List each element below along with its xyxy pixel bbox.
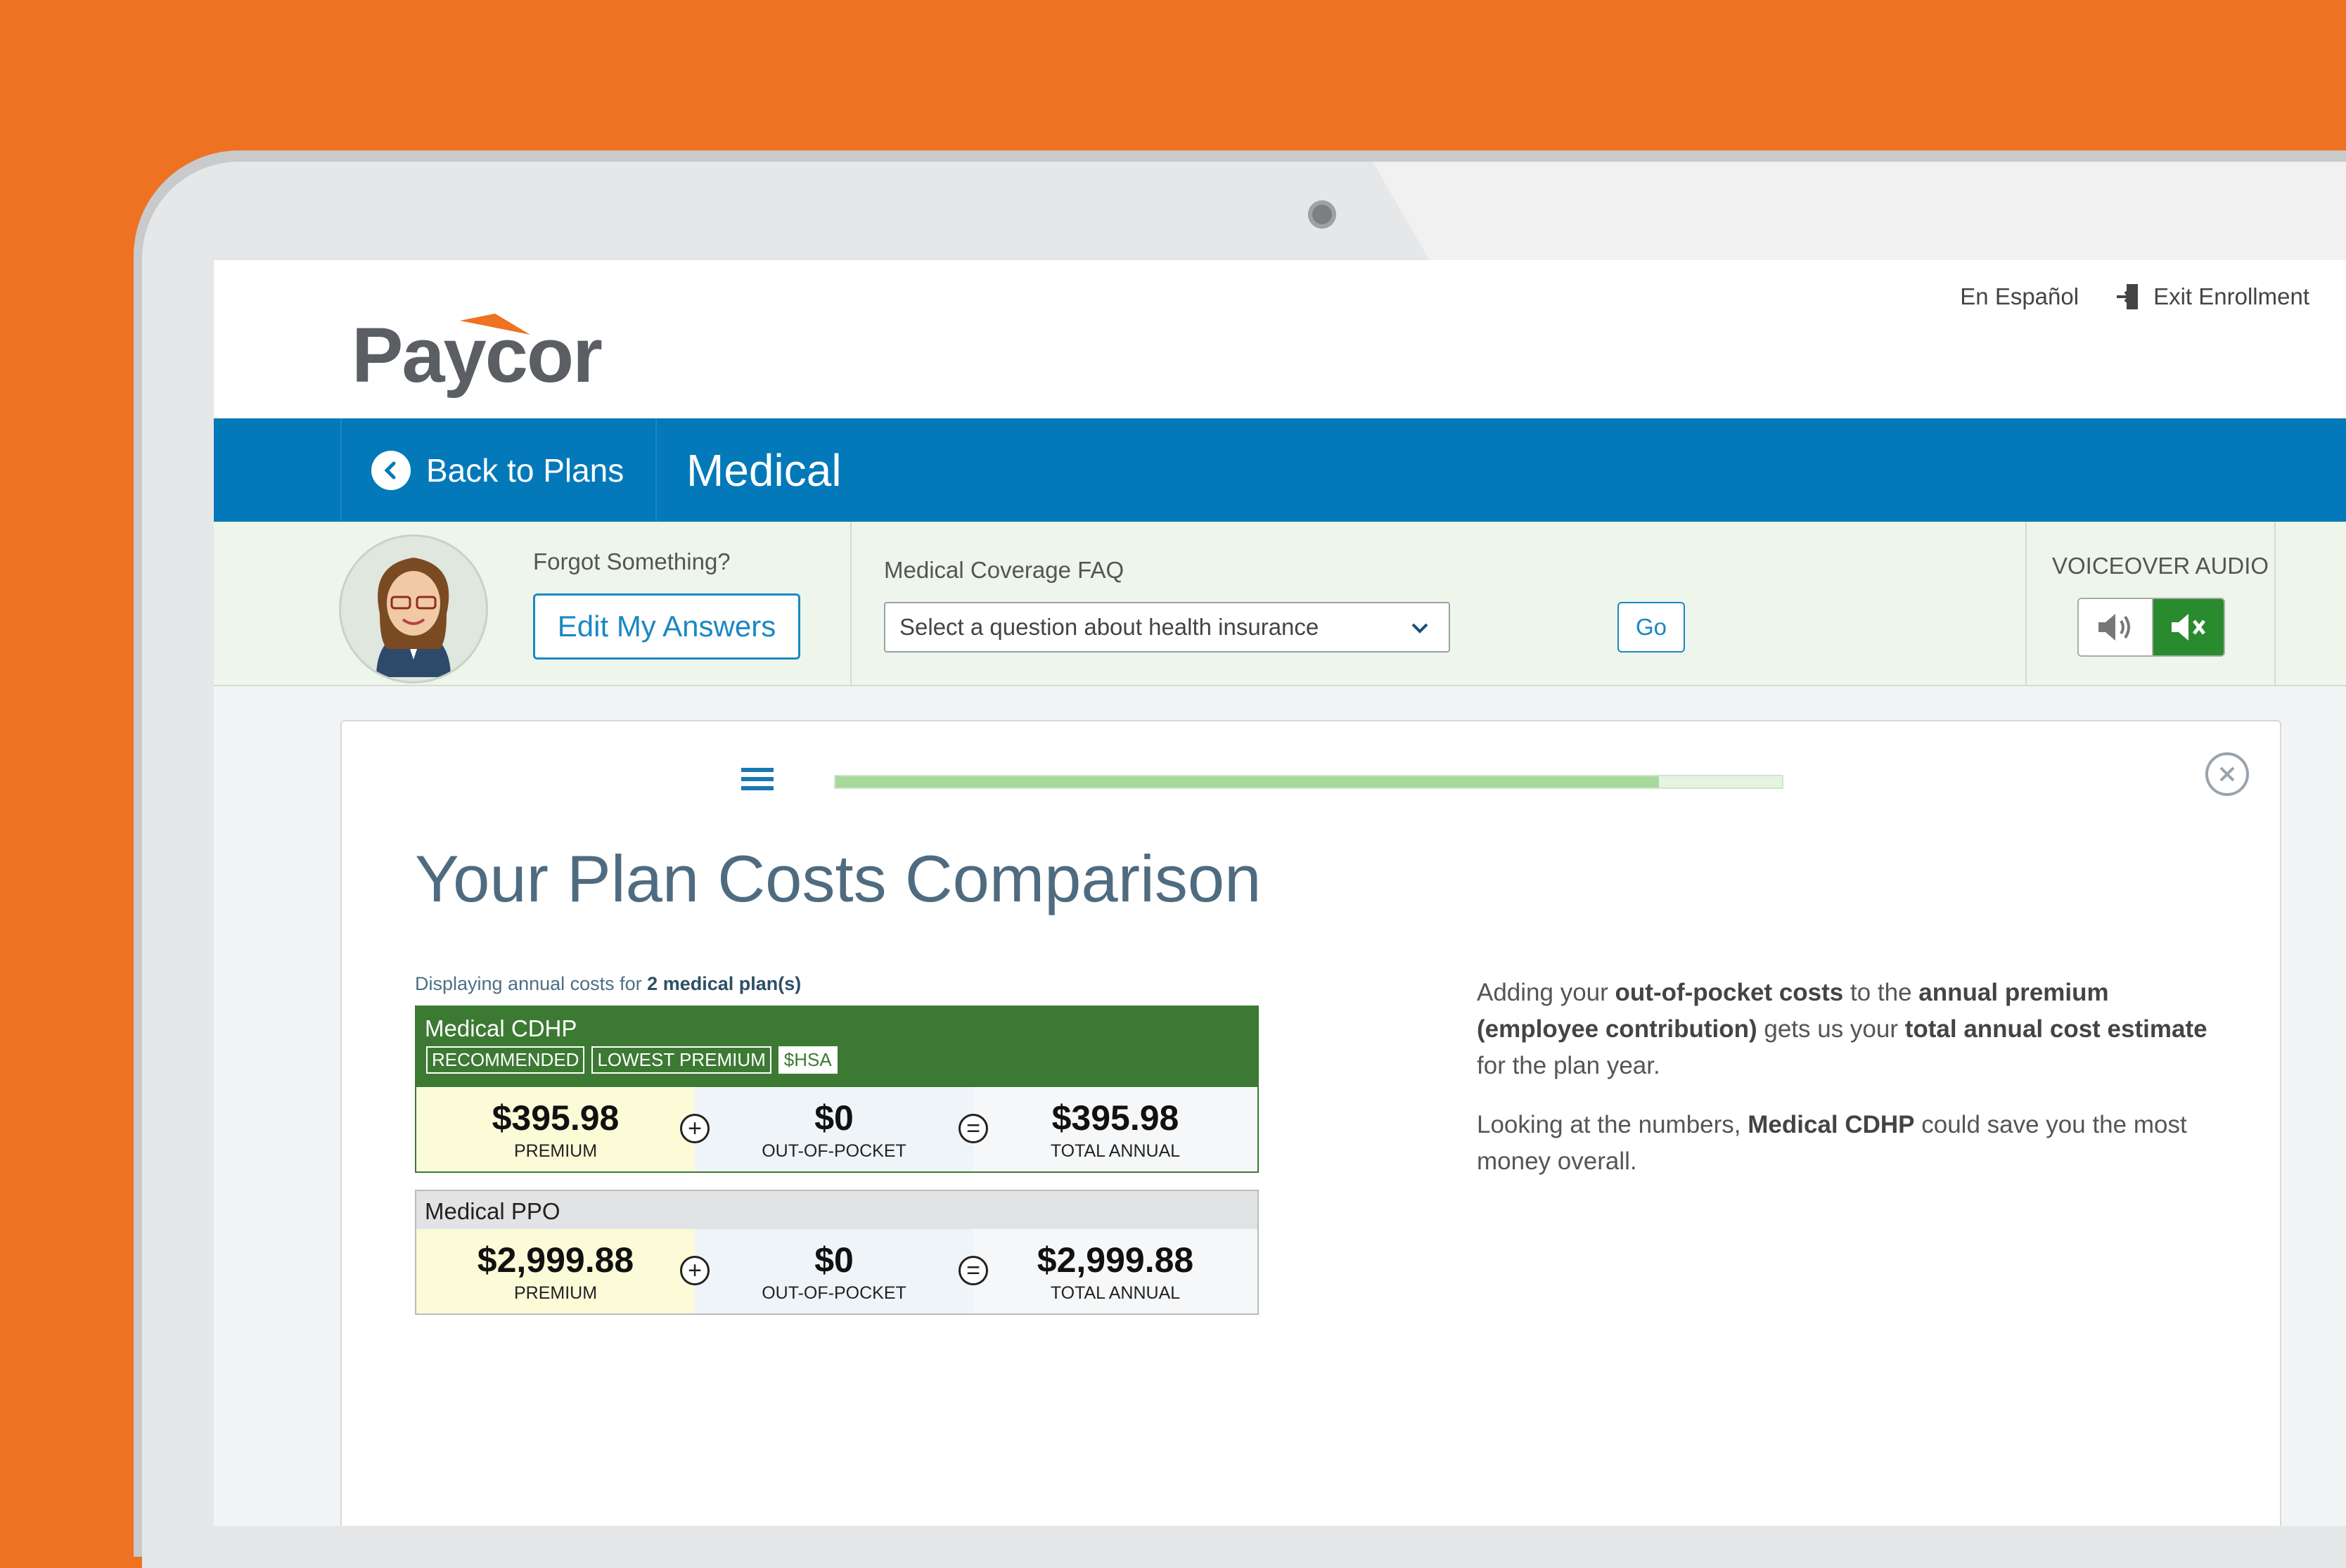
back-to-plans-label: Back to Plans [426, 451, 624, 489]
help-bar: Forgot Something? Edit My Answers Medica… [214, 522, 2346, 686]
chevron-left-icon [371, 450, 411, 490]
text-segment: could save you the most money overall. [1477, 1111, 2187, 1175]
explanation-paragraph-1: Adding your out-of-pocket costs to the a… [1477, 975, 2215, 1084]
hsa-badge: $HSA [778, 1046, 838, 1074]
divider [850, 522, 852, 685]
premium-label: PREMIUM [513, 1140, 598, 1161]
explanation-text: Adding your out-of-pocket costs to the a… [1477, 975, 2215, 1202]
oop-amount: $0 [814, 1098, 854, 1138]
bold-segment: Medical CDHP [1748, 1111, 1915, 1138]
total-amount: $2,999.88 [1037, 1240, 1194, 1280]
recommended-badge: RECOMMENDED [426, 1046, 585, 1074]
plus-icon: + [680, 1256, 710, 1285]
lowest-premium-badge: LOWEST PREMIUM [591, 1046, 771, 1074]
oop-cell: $0 OUT-OF-POCKET = [695, 1229, 988, 1313]
equals-icon: = [959, 1256, 988, 1285]
language-link[interactable]: En Español [1960, 283, 2079, 309]
text-segment: to the [1843, 979, 1919, 1006]
premium-amount: $395.98 [492, 1098, 620, 1138]
go-button[interactable]: Go [1617, 602, 1685, 653]
cost-row: $2,999.88 PREMIUM + $0 OUT-OF-POCKET = $… [416, 1229, 1257, 1313]
top-links: En Español Exit Enrollment [1960, 281, 2309, 312]
text-segment: for the plan year. [1477, 1052, 1660, 1079]
plan-card-cdhp[interactable]: Medical CDHP RECOMMENDED LOWEST PREMIUM … [415, 1005, 1259, 1173]
total-label: TOTAL ANNUAL [1050, 1140, 1181, 1161]
equals-icon: = [959, 1114, 988, 1143]
oop-cell: $0 OUT-OF-POCKET = [695, 1087, 988, 1171]
top-header: Paycor En Español Exit Enrollment [214, 260, 2346, 418]
faq-label: Medical Coverage FAQ [884, 557, 1124, 583]
chevron-down-icon [1411, 623, 1428, 634]
plan-badges: RECOMMENDED LOWEST PREMIUM $HSA [426, 1046, 838, 1074]
paycor-logo: Paycor [352, 312, 603, 399]
total-amount: $395.98 [1051, 1098, 1179, 1138]
section-navbar: Back to Plans Medical [214, 418, 2346, 522]
hamburger-menu-icon[interactable] [741, 765, 774, 793]
plan-header: Medical PPO [416, 1191, 1257, 1229]
plan-header: Medical CDHP RECOMMENDED LOWEST PREMIUM … [416, 1007, 1257, 1087]
display-note-count: 2 medical plan(s) [647, 973, 802, 994]
text-segment: gets us your [1757, 1015, 1905, 1043]
display-note-prefix: Displaying annual costs for [415, 973, 648, 994]
bold-segment: total annual cost estimate [1904, 1015, 2207, 1043]
explanation-paragraph-2: Looking at the numbers, Medical CDHP cou… [1477, 1107, 2215, 1180]
divider [2274, 522, 2276, 685]
voiceover-mute-button[interactable] [2153, 599, 2224, 655]
exit-enrollment-link[interactable]: Exit Enrollment [2114, 281, 2309, 312]
page-title: Your Plan Costs Comparison [415, 842, 1262, 915]
bezel-glare [1373, 162, 2346, 274]
faq-select[interactable]: Select a question about health insurance [884, 602, 1450, 653]
premium-cell: $2,999.88 PREMIUM + [416, 1229, 710, 1313]
forgot-label: Forgot Something? [533, 548, 731, 574]
faq-select-value: Select a question about health insurance [899, 614, 1319, 640]
plan-name: Medical CDHP [425, 1015, 577, 1041]
exit-enrollment-label: Exit Enrollment [2153, 283, 2309, 309]
plus-icon: + [680, 1114, 710, 1143]
progress-bar [834, 775, 1783, 789]
text-segment: Looking at the numbers, [1477, 1111, 1748, 1138]
premium-label: PREMIUM [513, 1283, 598, 1303]
speaker-icon [2098, 614, 2130, 641]
display-note: Displaying annual costs for 2 medical pl… [415, 973, 801, 995]
total-label: TOTAL ANNUAL [1050, 1283, 1181, 1303]
oop-label: OUT-OF-POCKET [762, 1283, 906, 1303]
total-cell: $2,999.88 TOTAL ANNUAL [973, 1229, 1257, 1313]
close-icon [2219, 766, 2235, 782]
comparison-card: Your Plan Costs Comparison Displaying an… [340, 720, 2281, 1526]
webcam [1308, 200, 1336, 229]
app-screen: Paycor En Español Exit Enrollment Back t… [214, 260, 2346, 1526]
plan-card-ppo[interactable]: Medical PPO $2,999.88 PREMIUM + $0 OUT-O… [415, 1190, 1259, 1315]
premium-cell: $395.98 PREMIUM + [416, 1087, 710, 1171]
logo-swoosh-icon [460, 314, 530, 335]
section-title: Medical [686, 444, 842, 496]
divider [2025, 522, 2027, 685]
text-segment: Adding your [1477, 979, 1615, 1006]
progress-fill [835, 776, 1660, 788]
edit-my-answers-button[interactable]: Edit My Answers [533, 593, 800, 660]
guide-avatar [339, 534, 488, 683]
plan-name: Medical PPO [425, 1198, 560, 1224]
voiceover-on-button[interactable] [2079, 599, 2153, 655]
oop-amount: $0 [814, 1240, 854, 1280]
bold-segment: annual premium (employee contribution) [1477, 979, 2109, 1043]
exit-door-icon [2117, 284, 2139, 309]
total-cell: $395.98 TOTAL ANNUAL [973, 1087, 1257, 1171]
back-to-plans-button[interactable]: Back to Plans [340, 418, 657, 522]
voiceover-toggle [2077, 598, 2225, 657]
premium-amount: $2,999.88 [477, 1240, 634, 1280]
speaker-mute-icon [2172, 614, 2205, 641]
cost-row: $395.98 PREMIUM + $0 OUT-OF-POCKET = $39… [416, 1087, 1257, 1171]
close-button[interactable] [2205, 752, 2249, 796]
oop-label: OUT-OF-POCKET [762, 1140, 906, 1161]
voiceover-label: VOICEOVER AUDIO [2052, 553, 2269, 579]
bold-segment: out-of-pocket costs [1615, 979, 1844, 1006]
